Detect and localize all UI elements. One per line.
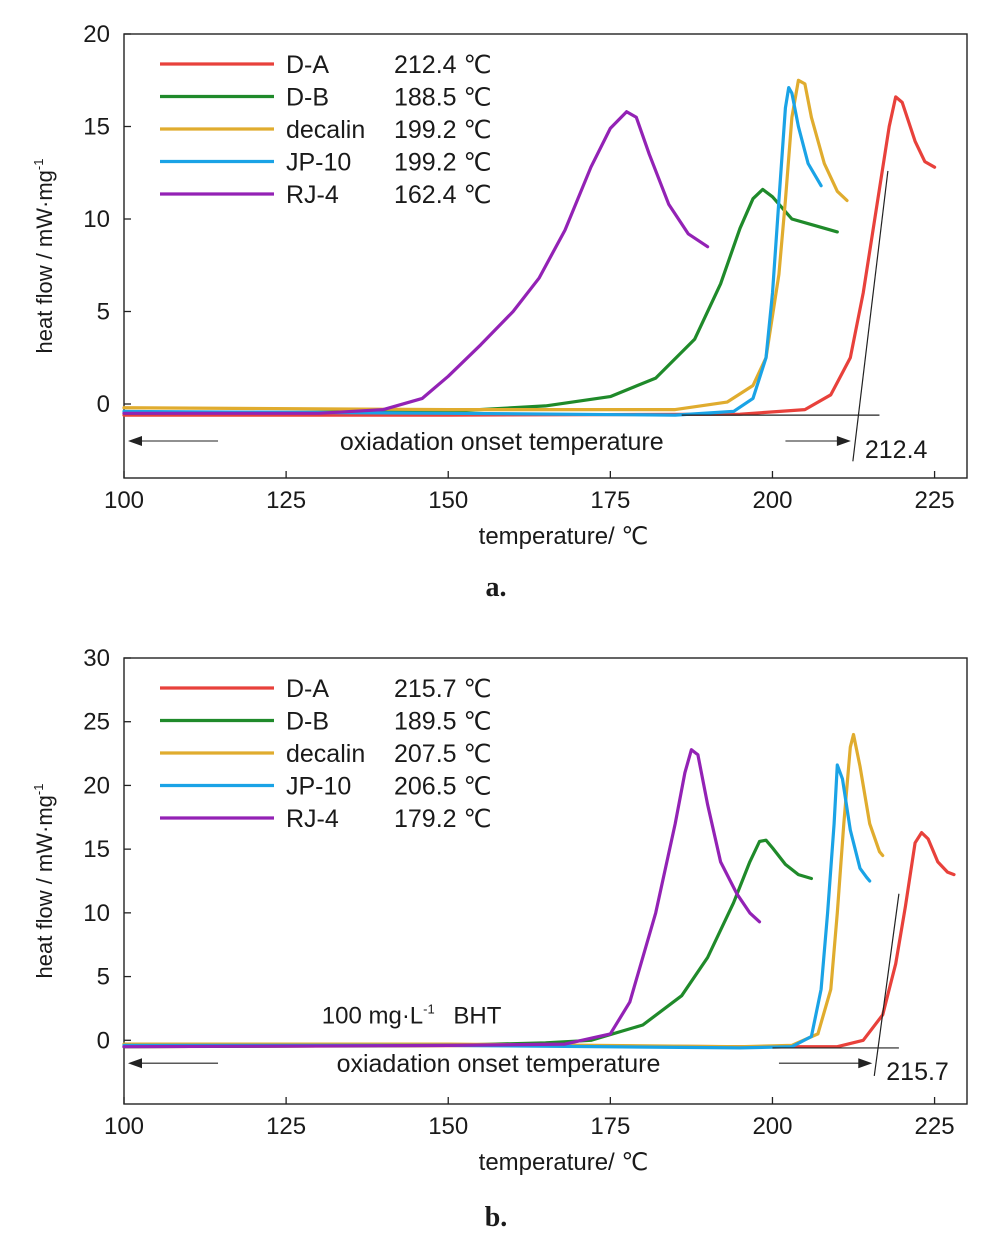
onset-value-label: 212.4 [865,436,928,464]
onset-value-label: 215.7 [886,1058,949,1086]
legend-label: decalin [286,116,365,144]
x-tick-label: 225 [915,487,955,514]
x-tick-label: 200 [752,1113,792,1140]
bht-annotation-superscript: -1 [423,1002,435,1017]
legend-label: RJ-4 [286,181,339,209]
plot-frame [123,657,968,1105]
bht-annotation-tail: BHT [447,1003,502,1030]
onset-tangent-line [873,893,900,1077]
y-tick-label: 20 [83,21,110,48]
x-tick-label: 100 [104,1113,144,1140]
y-axis-label-superscript: -1 [31,784,46,796]
y-tick-label: 5 [97,299,110,326]
legend-onset-value: 199.2 ℃ [394,116,492,144]
y-axis-label: heat flow / mW·mg-1 [31,159,57,354]
y-tick-label: 10 [83,206,110,233]
series-line-decalin [122,78,849,412]
series-line-rj-4 [122,110,710,415]
y-tick-label: 0 [97,1027,110,1054]
legend-label: D-A [286,675,329,703]
y-tick-label: 0 [97,391,110,418]
figure-b: 100 125 150 175 200 225 0 5 10 15 20 25 30 temperatur… [0,630,992,1260]
arrow-right-head [836,436,851,446]
legend-onset-value: 207.5 ℃ [394,740,492,768]
x-tick-label: 200 [752,487,792,514]
y-axis-label-text: heat flow / mW·mg [32,170,57,353]
series-line-d-a [122,831,956,1049]
legend-label: RJ-4 [286,805,339,833]
legend-label: JP-10 [286,149,351,177]
onset-annotation-text: oxiadation onset temperature [340,428,664,456]
y-tick-label: 30 [83,645,110,672]
bht-annotation: 100 mg·L-1 BHT [322,1002,502,1030]
series-line-jp-10 [122,86,823,417]
x-tick-label: 150 [428,1113,468,1140]
y-axis-label-text: heat flow / mW·mg [32,795,57,978]
legend-onset-value: 199.2 ℃ [394,149,492,177]
bht-annotation-text: 100 mg·L [322,1003,423,1030]
legend-onset-value: 212.4 ℃ [394,51,492,79]
series-line-decalin [122,732,885,1049]
figure-a: 100 125 150 175 200 225 0 5 10 15 20 temperature/ ℃… [31,21,968,603]
y-tick-label: 15 [83,836,110,863]
legend-onset-value: 206.5 ℃ [394,773,492,801]
series-line-d-a [122,95,937,417]
x-tick-label: 225 [915,1113,955,1140]
y-axis-label: heat flow / mW·mg-1 [31,784,57,979]
legend-label: D-B [286,708,329,736]
x-tick-label: 175 [590,487,630,514]
legend-label: D-A [286,51,329,79]
panel-label-a: a. [485,572,507,603]
chart-a: 100 125 150 175 200 225 0 5 10 15 20 temperature/ ℃… [31,21,968,550]
legend-label: D-B [286,84,329,112]
onset-annotation-text: oxiadation onset temperature [337,1050,661,1078]
x-axis-label: temperature/ ℃ [479,523,649,550]
x-axis-label: temperature/ ℃ [479,1149,649,1176]
legend-label: decalin [286,740,365,768]
x-tick-label: 175 [590,1113,630,1140]
legend-onset-value: 188.5 ℃ [394,84,492,112]
onset-tangent-line [852,170,889,462]
y-tick-label: 15 [83,114,110,141]
chart-b: 100 125 150 175 200 225 0 5 10 15 20 25 30 temperatur… [31,645,968,1176]
arrow-left-head [128,436,142,446]
legend-onset-value: 162.4 ℃ [394,181,492,209]
y-tick-label: 20 [83,772,110,799]
x-tick-label: 150 [428,487,468,514]
y-axis-label-superscript: -1 [31,159,46,171]
x-tick-label: 100 [104,487,144,514]
y-tick-label: 10 [83,900,110,927]
plot-frame [123,33,968,479]
series-line-d-b [122,187,839,415]
series-line-jp-10 [122,763,872,1050]
panel-label-b: b. [484,1202,508,1233]
arrow-right-head [858,1058,873,1069]
x-tick-label: 125 [266,487,306,514]
y-tick-label: 5 [97,964,110,991]
arrow-left-head [128,1058,142,1069]
legend-onset-value: 189.5 ℃ [394,708,492,736]
series-line-rj-4 [122,748,762,1049]
x-tick-label: 125 [266,1113,306,1140]
legend-label: JP-10 [286,773,351,801]
series-line-d-b [122,838,813,1049]
y-tick-label: 25 [83,709,110,736]
legend-onset-value: 215.7 ℃ [394,675,492,703]
legend-onset-value: 179.2 ℃ [394,805,492,833]
